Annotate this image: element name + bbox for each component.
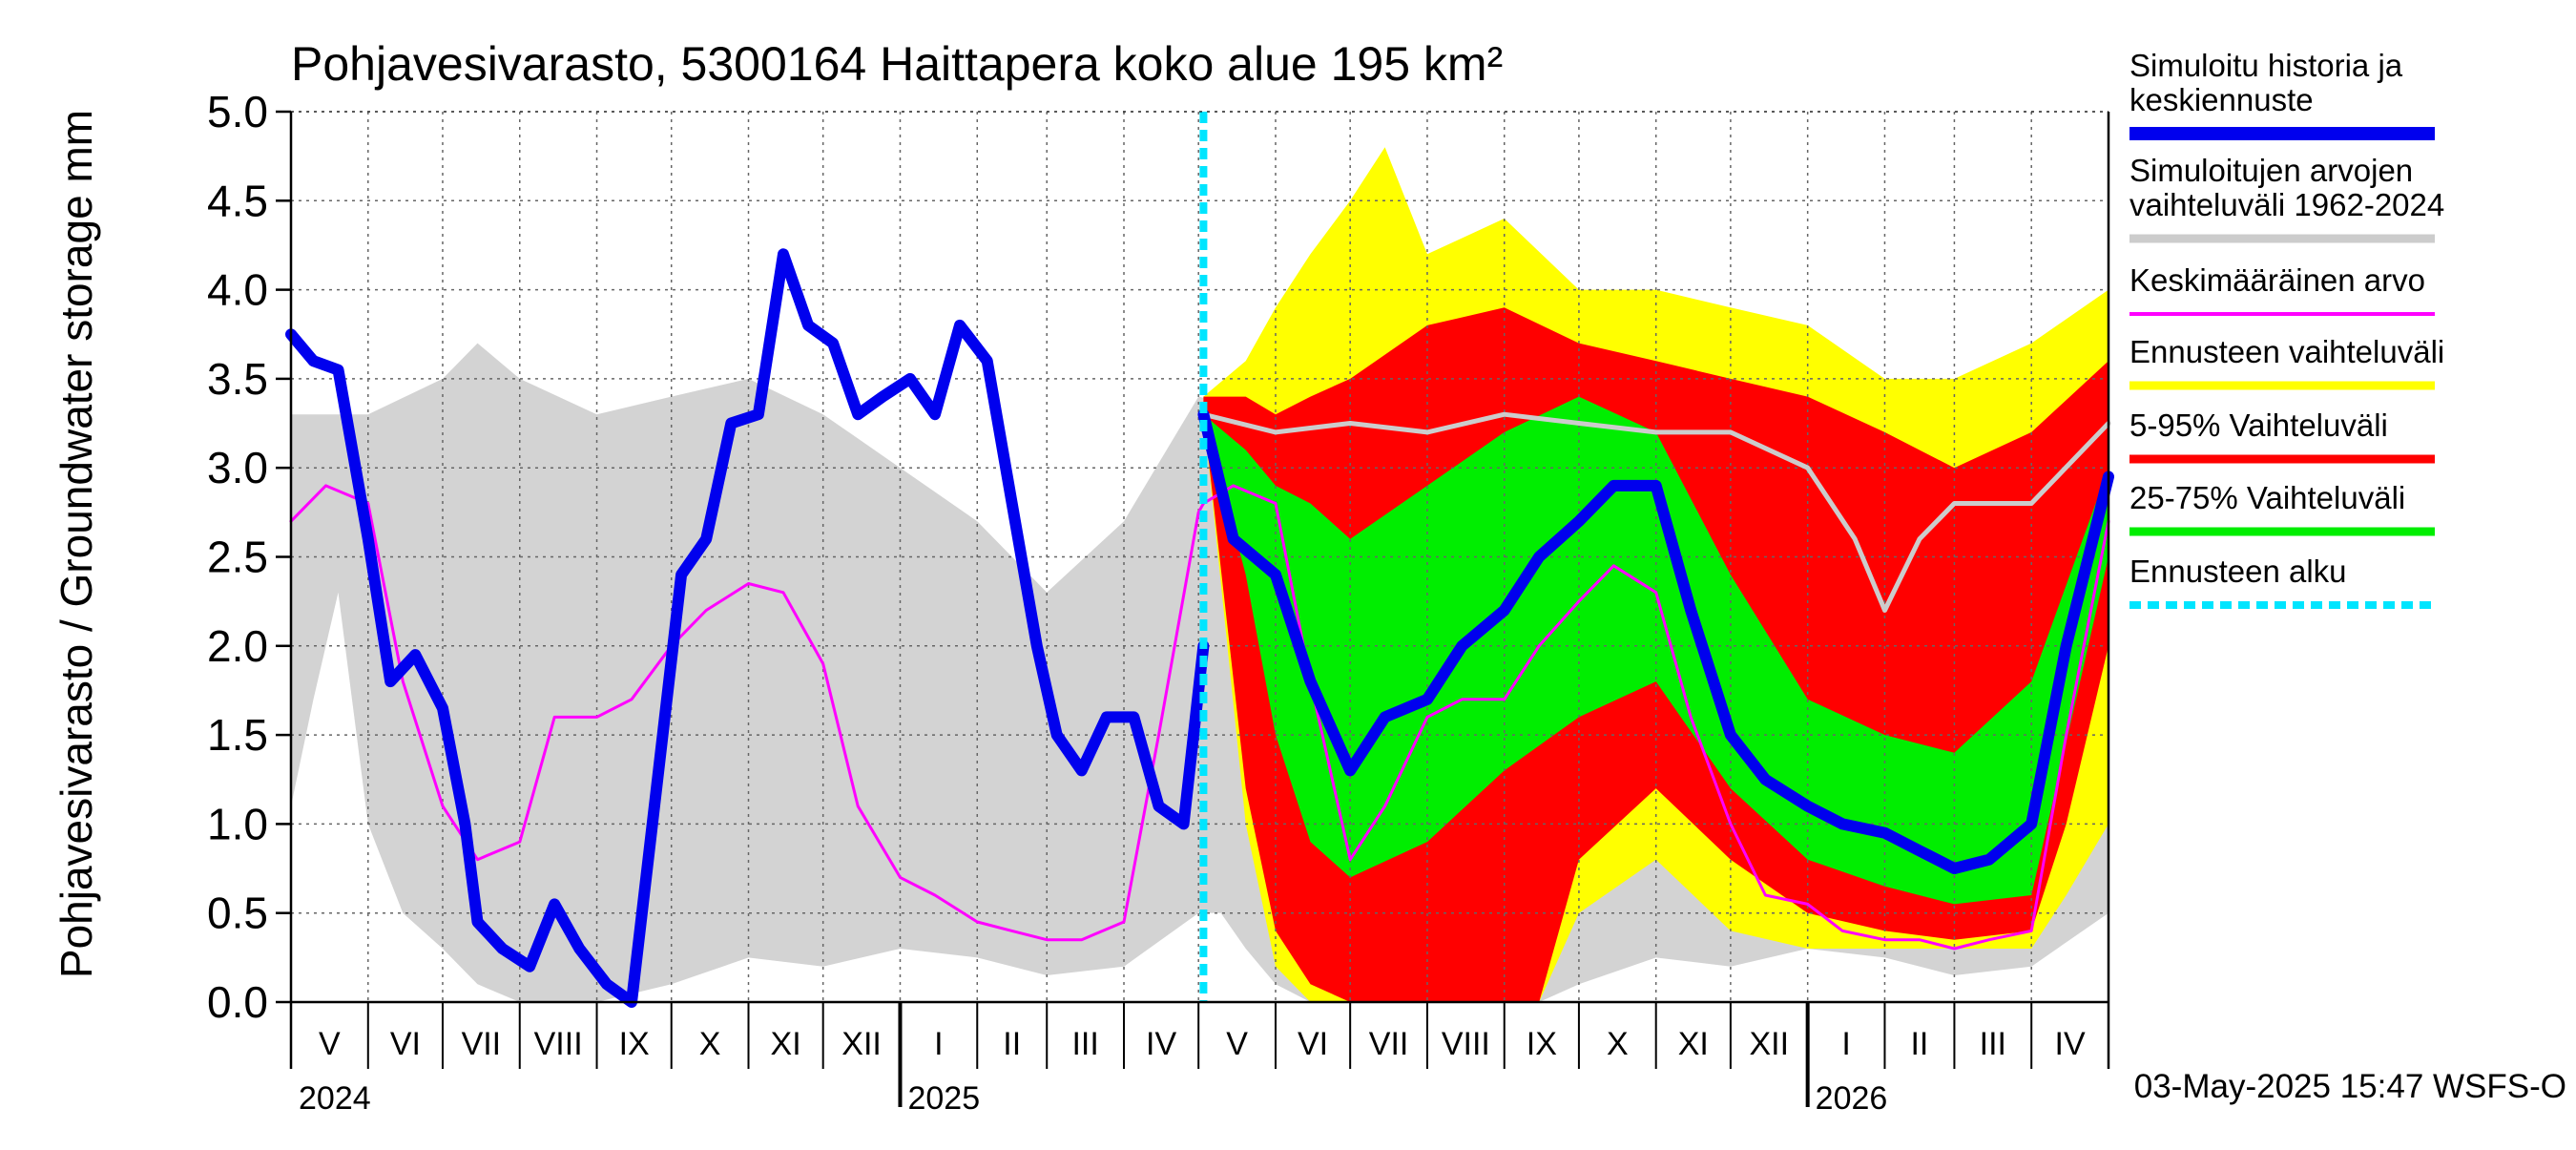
legend-label: Ennusteen alku: [2129, 554, 2347, 589]
month-label: XII: [1749, 1026, 1789, 1062]
legend-label: Keskimääräinen arvo: [2129, 262, 2425, 298]
month-label: VII: [462, 1026, 502, 1062]
legend-label-line: 25-75% Vaihteluväli: [2129, 480, 2405, 515]
legend-label: Simuloitu historia ja keskiennuste: [2129, 48, 2403, 117]
month-label: I: [934, 1026, 943, 1062]
mean-value-line-forecast: [1201, 484, 2110, 951]
month-label: XII: [841, 1026, 882, 1062]
y-tick-label: 4.5: [207, 176, 268, 225]
month-label: V: [319, 1026, 341, 1062]
y-tick-label: 3.5: [207, 354, 268, 404]
y-tick-label: 1.5: [207, 710, 268, 760]
historical-range-upper-line: [1200, 411, 2111, 613]
chart-axes: 0.00.51.01.52.02.53.03.54.04.55.0V VI VII V…: [207, 87, 2110, 1117]
y-axis-label: Pohjavesivarasto / Groundwater storage m…: [52, 110, 101, 978]
legend-label-line: keskiennuste: [2129, 82, 2314, 117]
month-label: I: [1841, 1026, 1850, 1062]
legend-label: Ennusteen vaihteluväli: [2129, 334, 2444, 369]
month-label: VIII: [534, 1026, 583, 1062]
month-label: V: [1226, 1026, 1248, 1062]
month-label: XI: [1678, 1026, 1709, 1062]
y-tick-label: 4.0: [207, 265, 268, 315]
month-label: III: [1071, 1026, 1098, 1062]
legend-label-line: Keskimääräinen arvo: [2129, 262, 2425, 298]
y-tick-label: 3.0: [207, 443, 268, 492]
y-tick-label: 0.0: [207, 977, 268, 1027]
year-label: 2026: [1816, 1080, 1888, 1117]
legend-label: 25-75% Vaihteluväli: [2129, 480, 2405, 515]
y-tick-label: 2.5: [207, 533, 268, 582]
legend-label-line: Simuloitu historia ja: [2129, 48, 2403, 83]
year-label: 2025: [907, 1080, 980, 1117]
chart-title: Pohjavesivarasto, 5300164 Haittapera kok…: [291, 37, 1503, 91]
month-label: VI: [1298, 1026, 1328, 1062]
legend-label: 5-95% Vaihteluväli: [2129, 408, 2388, 443]
simulated-history-line: [285, 248, 1210, 1008]
legend-label-line: Ennusteen alku: [2129, 554, 2347, 589]
legend-label-line: 5-95% Vaihteluväli: [2129, 408, 2388, 443]
y-tick-label: 2.0: [207, 621, 268, 671]
month-label: XI: [771, 1026, 801, 1062]
month-label: VII: [1369, 1026, 1409, 1062]
legend-label-line: vaihteluväli 1962-2024: [2129, 187, 2444, 222]
month-label: VIII: [1442, 1026, 1490, 1062]
month-label: III: [1980, 1026, 2006, 1062]
chart-lines: [285, 112, 2114, 1008]
month-label: II: [1003, 1026, 1021, 1062]
legend: Simuloitu historia ja keskiennusteSimuloi…: [2129, 48, 2444, 609]
legend-label: Simuloitujen arvojen vaihteluväli 1962-20…: [2129, 153, 2444, 222]
month-label: IX: [619, 1026, 650, 1062]
y-tick-label: 0.5: [207, 889, 268, 938]
forecast-25-75-band: [1203, 396, 2109, 905]
month-label: II: [1910, 1026, 1928, 1062]
legend-label-line: Ennusteen vaihteluväli: [2129, 334, 2444, 369]
mean-value-line: [289, 484, 1205, 942]
forecast-median-line: [1197, 408, 2114, 874]
month-label: IV: [2055, 1026, 2086, 1062]
year-label: 2024: [299, 1080, 371, 1117]
month-label: IV: [1146, 1026, 1176, 1062]
y-tick-label: 1.0: [207, 799, 268, 848]
month-label: X: [1607, 1026, 1629, 1062]
y-tick-label: 5.0: [207, 87, 268, 136]
month-label: X: [699, 1026, 721, 1062]
month-label: VI: [390, 1026, 421, 1062]
legend-label-line: Simuloitujen arvojen: [2129, 153, 2413, 188]
month-label: IX: [1527, 1026, 1557, 1062]
footer-timestamp: 03-May-2025 15:47 WSFS-O: [2134, 1068, 2566, 1105]
